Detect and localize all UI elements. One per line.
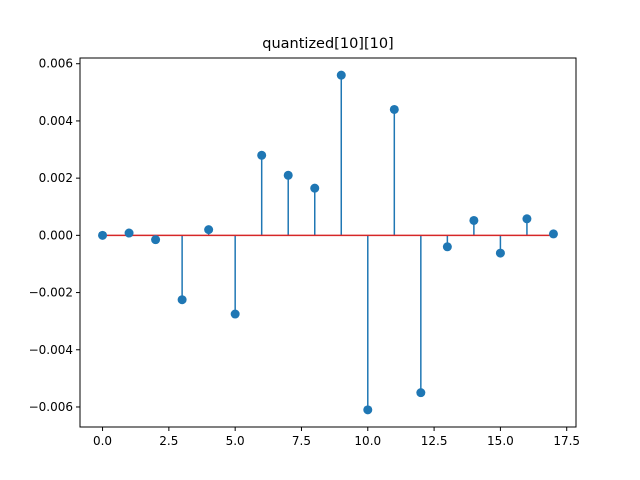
x-tick-label: 0.0 <box>93 434 112 448</box>
stem-marker <box>151 235 161 245</box>
y-tick-label: 0.000 <box>39 228 73 242</box>
stem-marker <box>230 309 240 319</box>
markers-layer <box>98 70 558 415</box>
stem-marker <box>283 170 293 180</box>
x-tick-label: 12.5 <box>421 434 448 448</box>
y-axis: −0.006 −0.004 −0.002 0.000 0.002 0.004 0.006 <box>29 57 80 414</box>
x-tick-label: 5.0 <box>226 434 245 448</box>
plot-frame <box>79 57 577 428</box>
stem-marker <box>204 225 214 235</box>
stem-marker <box>469 215 479 225</box>
stem-marker <box>310 183 320 193</box>
y-tick-label: −0.002 <box>29 286 73 300</box>
stem-marker <box>124 228 134 238</box>
stem-marker <box>416 388 426 398</box>
stem-marker <box>336 70 346 80</box>
y-tick-label: 0.006 <box>39 57 73 71</box>
x-tick-label: 15.0 <box>487 434 514 448</box>
chart-title: quantized[10][10] <box>262 36 393 52</box>
stem-marker <box>363 405 373 415</box>
stem-marker <box>548 229 558 239</box>
stem-marker <box>257 150 267 160</box>
x-tick-label: 2.5 <box>159 434 178 448</box>
stems-layer <box>128 75 555 410</box>
x-axis: 0.0 2.5 5.0 7.5 10.0 12.5 15.0 17.5 <box>93 427 580 448</box>
x-tick-label: 10.0 <box>354 434 381 448</box>
stem-marker <box>495 248 505 258</box>
y-tick-label: −0.004 <box>29 343 73 357</box>
stem-marker <box>389 104 399 114</box>
y-tick-label: 0.004 <box>39 114 73 128</box>
x-tick-label: 7.5 <box>292 434 311 448</box>
stem-marker <box>177 295 187 305</box>
y-tick-label: −0.006 <box>29 400 73 414</box>
stem-marker <box>98 230 108 240</box>
y-tick-label: 0.002 <box>39 171 73 185</box>
x-tick-label: 17.5 <box>553 434 580 448</box>
stem-marker <box>442 242 452 252</box>
stem-marker <box>522 214 532 224</box>
